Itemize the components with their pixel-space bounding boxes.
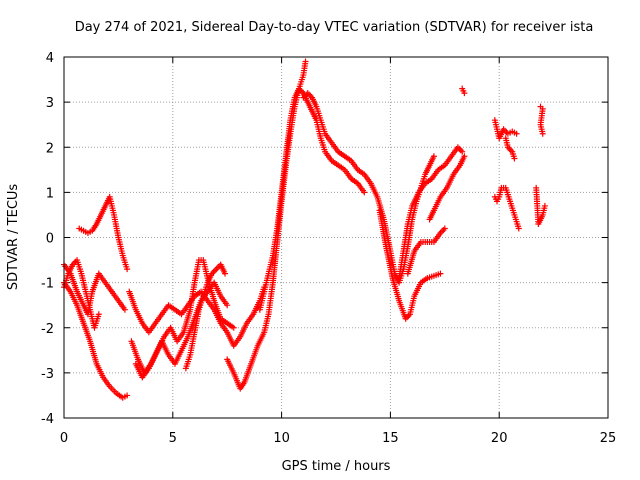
- x-tick-label: 15: [382, 431, 399, 446]
- y-tick-label: 1: [46, 186, 54, 201]
- data-point: [121, 306, 128, 313]
- series-track-10: [256, 85, 368, 313]
- x-tick-label: 25: [600, 431, 617, 446]
- x-tick-label: 0: [60, 431, 68, 446]
- data-point: [224, 302, 231, 309]
- y-tick-label: -1: [41, 277, 54, 292]
- series-track-20: [533, 184, 548, 227]
- data-point: [95, 311, 102, 318]
- x-axis-label: GPS time / hours: [282, 459, 391, 474]
- x-tick-label: 10: [273, 431, 290, 446]
- series-track-8: [182, 261, 229, 372]
- grid: [64, 57, 608, 418]
- series-track-3: [61, 257, 102, 331]
- series-track-12: [376, 207, 444, 322]
- data-point: [430, 153, 437, 160]
- axis-ticks: 0 5 10 15 20 25 -4 -3 -2 -1 0 1 2 3 4: [41, 51, 616, 446]
- data-point: [513, 130, 520, 137]
- chart-title: Day 274 of 2021, Sidereal Day-to-day VTE…: [75, 20, 594, 35]
- data-point: [461, 153, 468, 160]
- series-track-15: [426, 153, 468, 223]
- data-point: [302, 58, 309, 65]
- y-tick-label: 4: [46, 51, 54, 66]
- y-tick-label: 2: [46, 141, 54, 156]
- data-point: [511, 155, 518, 162]
- series-track-4: [76, 193, 131, 273]
- series-track-19: [502, 135, 518, 162]
- data-point: [124, 392, 131, 399]
- data-point: [230, 324, 237, 331]
- series-track-16: [459, 85, 468, 97]
- x-tick-label: 5: [169, 431, 177, 446]
- x-tick-label: 20: [491, 431, 508, 446]
- series-track-17: [491, 117, 520, 142]
- data-point: [539, 130, 546, 137]
- series-track-11: [300, 90, 437, 286]
- data-points: [61, 58, 548, 401]
- series-track-5: [128, 257, 237, 376]
- y-tick-label: -2: [41, 322, 54, 337]
- y-tick-label: 3: [46, 96, 54, 111]
- data-point: [461, 90, 468, 97]
- y-tick-label: 0: [46, 232, 54, 247]
- series-track-18: [491, 184, 522, 232]
- data-point: [441, 225, 448, 232]
- data-point: [437, 270, 444, 277]
- data-point: [459, 148, 466, 155]
- data-point: [124, 266, 131, 273]
- data-point: [541, 202, 548, 209]
- y-axis-label: SDTVAR / TECUs: [6, 184, 21, 291]
- plot-frame: [63, 56, 609, 419]
- y-tick-label: -4: [41, 412, 54, 427]
- series-track-13: [396, 144, 466, 282]
- data-point: [361, 189, 368, 196]
- series-track-21: [537, 103, 546, 137]
- data-point: [515, 225, 522, 232]
- data-point: [222, 270, 229, 277]
- y-tick-label: -3: [41, 367, 54, 382]
- series-track-14: [404, 225, 448, 277]
- series-track-2: [61, 279, 131, 401]
